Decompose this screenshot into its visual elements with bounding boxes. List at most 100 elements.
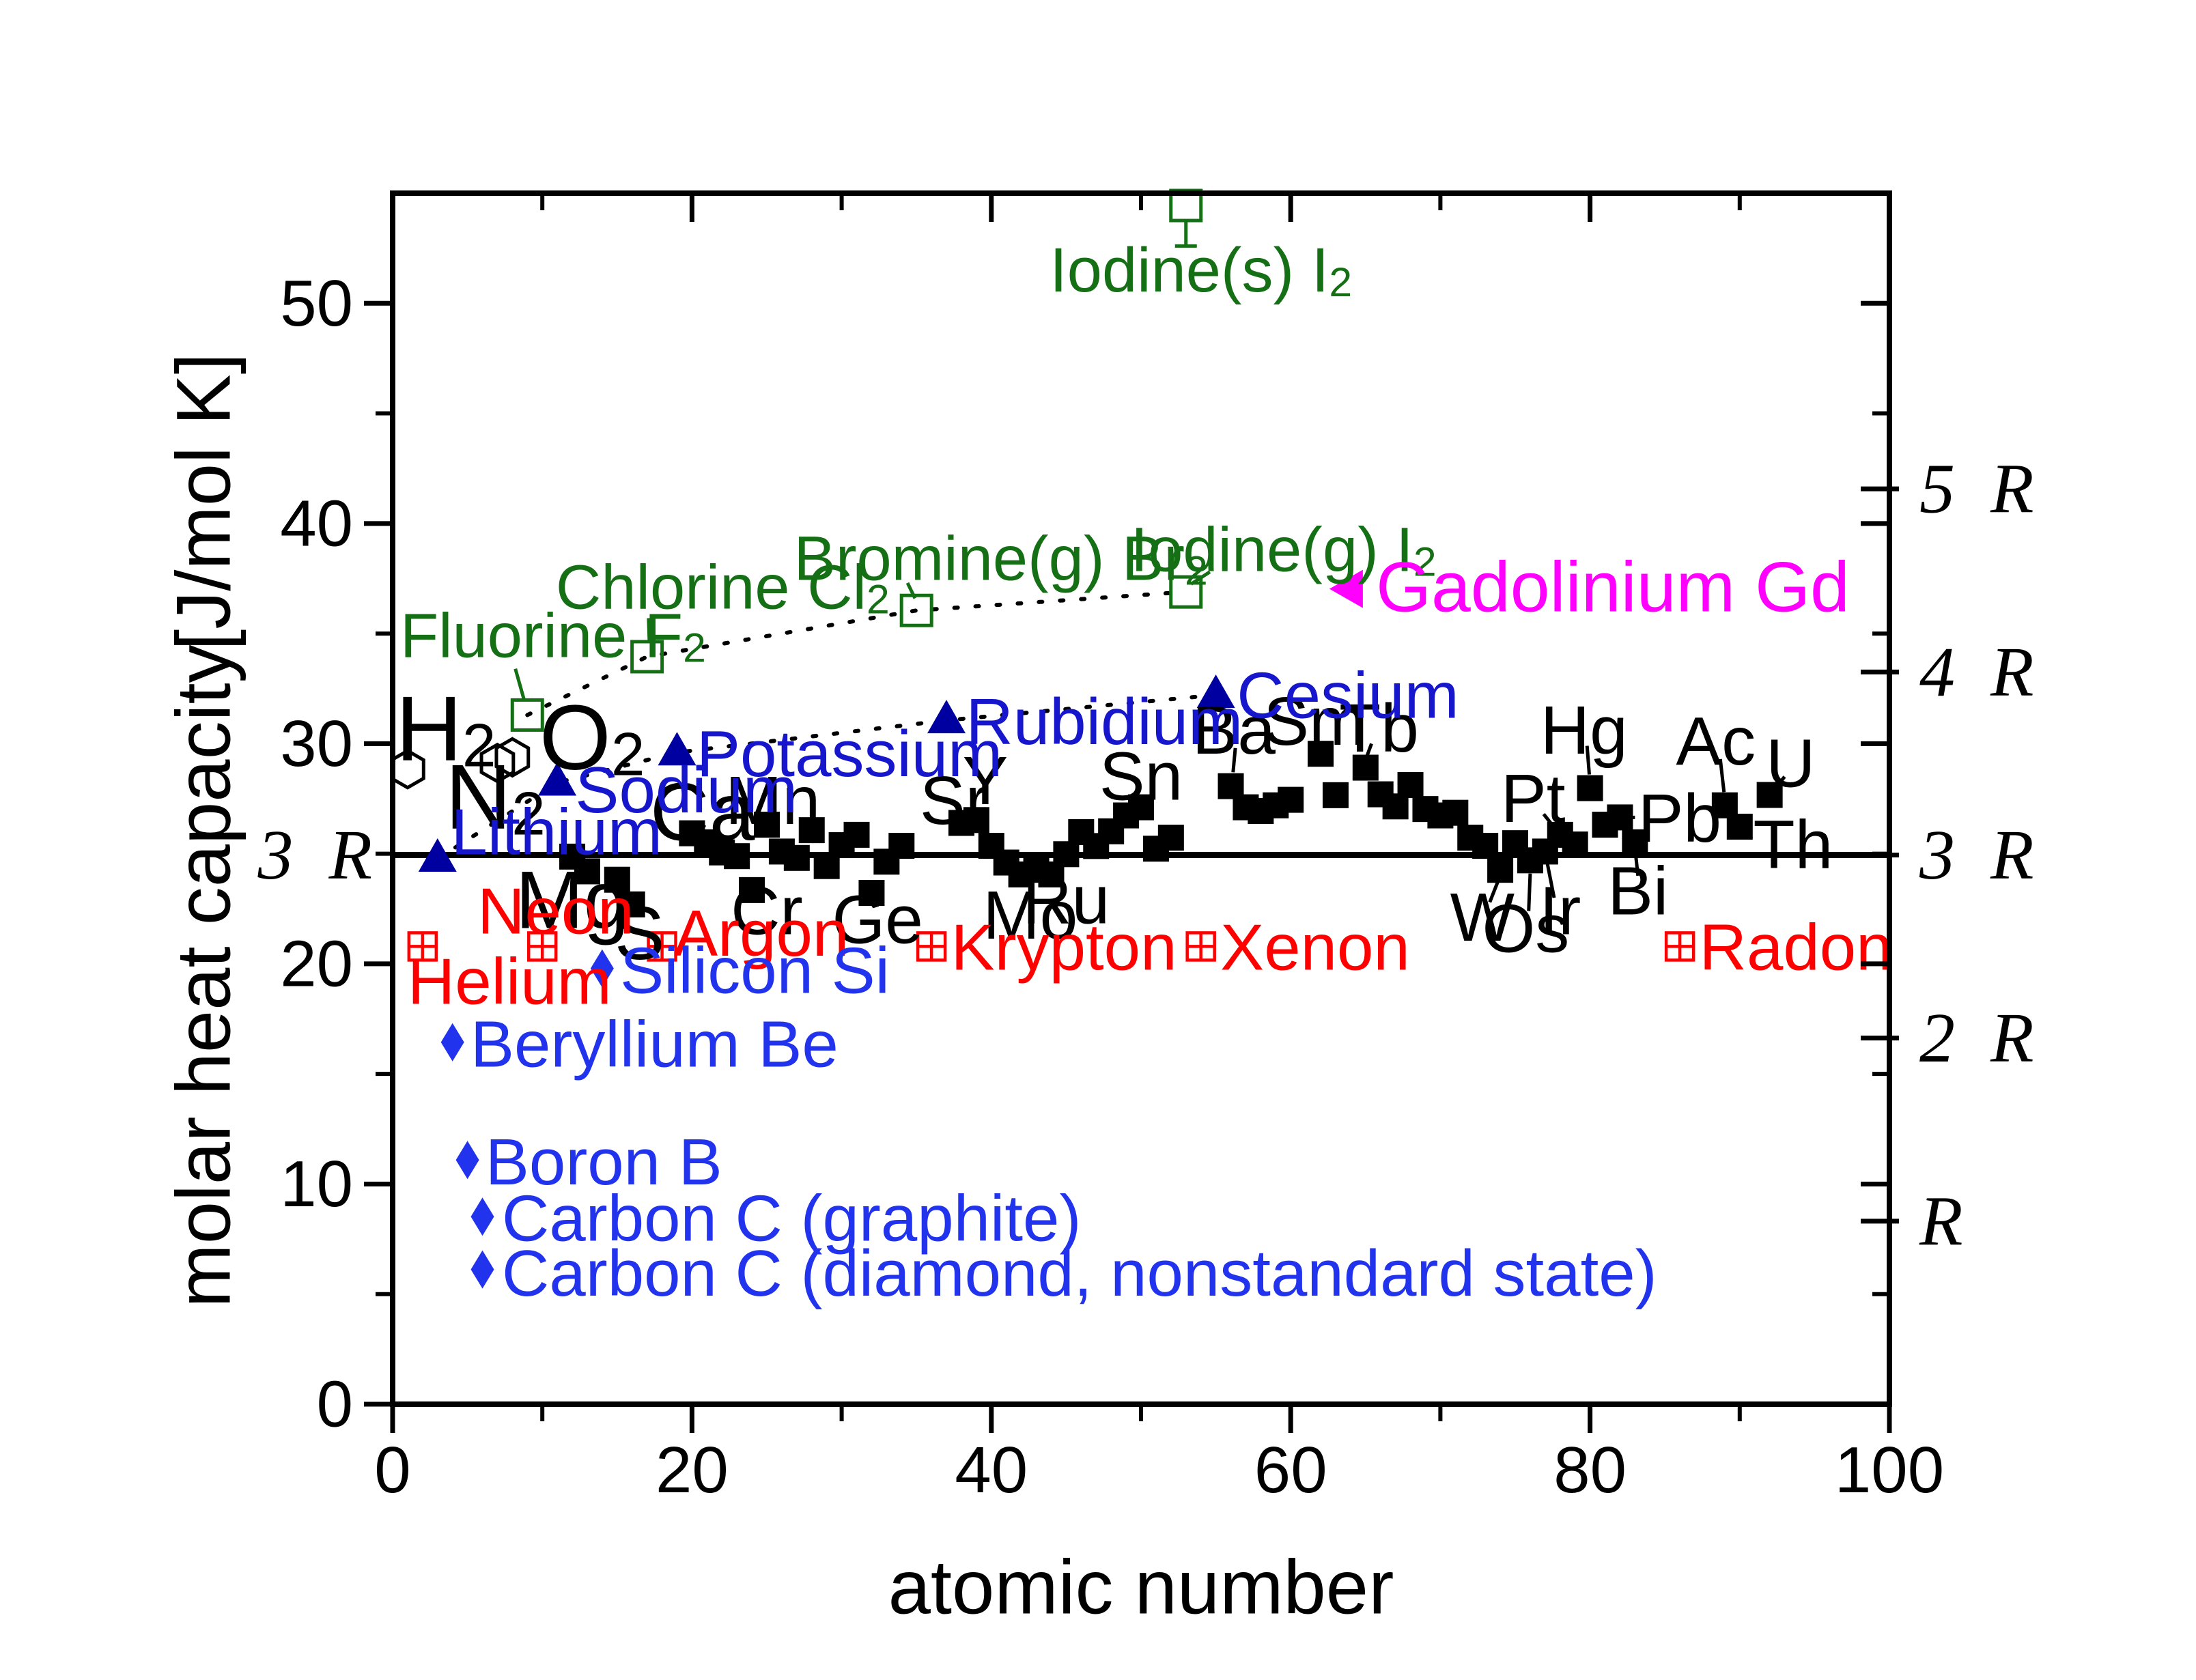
- marker-Tb: [1352, 754, 1379, 781]
- label-chlorine: Chlorine Cl2: [556, 552, 890, 622]
- x-tick-label-40: 40: [955, 1434, 1028, 1507]
- marker-Sn: [1128, 794, 1154, 821]
- marker-C-diamond: [470, 1250, 494, 1289]
- label-boron: Boron B: [485, 1126, 722, 1199]
- label-bromine: Bromine(g) Br2: [793, 524, 1207, 593]
- label-Ac: Ac: [1676, 703, 1756, 780]
- label-Tb: Tb: [1339, 690, 1419, 767]
- label-Pb: Pb: [1638, 780, 1721, 857]
- x-axis-title: atomic number: [888, 1545, 1394, 1630]
- marker-Ar: [647, 931, 677, 962]
- right-axis-label-4R: 4 R: [1919, 633, 2034, 711]
- label-Mn: Mn: [725, 763, 820, 839]
- label-argon: Argon: [674, 896, 849, 969]
- marker-Lu: [1442, 799, 1469, 826]
- marker-F2: [510, 698, 544, 732]
- label-S: S: [615, 891, 664, 975]
- label-xenon: Xenon: [1220, 911, 1410, 984]
- y-tick-label-40: 40: [280, 487, 353, 560]
- y-tick-label-0: 0: [317, 1368, 353, 1441]
- marker-Li: [418, 838, 457, 872]
- marker-U: [1756, 782, 1783, 808]
- label-helium: Helium: [408, 945, 612, 1018]
- marker-Si: [590, 949, 614, 988]
- marker-V: [724, 843, 750, 870]
- marker-C-graphite: [470, 1197, 494, 1236]
- marker-Rh: [1053, 841, 1080, 868]
- y-tick-label-50: 50: [280, 267, 353, 340]
- leader-line-Hg: [1585, 745, 1591, 775]
- label-U: U: [1766, 725, 1815, 801]
- label-krypton: Krypton: [951, 911, 1177, 984]
- label-Mo: Mo: [983, 877, 1078, 954]
- marker-Na: [538, 762, 577, 796]
- marker-Al: [574, 858, 600, 885]
- marker-Xe: [1185, 931, 1216, 962]
- leader-line-Os: [1527, 873, 1532, 911]
- label-potassium: Potassium: [696, 717, 1002, 790]
- marker-Se: [888, 833, 915, 859]
- label-iodine-g: Iodine(g) I2: [1131, 515, 1437, 585]
- y-axis-title: molar heat capacity: [161, 644, 247, 1307]
- marker-Rn: [1664, 931, 1695, 962]
- leader-line-Ba: [1231, 748, 1237, 773]
- right-axis-label-5R: 5 R: [1919, 450, 2034, 528]
- marker-Ga: [843, 821, 870, 848]
- y-axis-units: [J/mol K]: [161, 353, 247, 651]
- marker-Kr: [916, 931, 947, 962]
- label-Th: Th: [1754, 807, 1833, 883]
- marker-Nd: [1278, 786, 1304, 813]
- label-carbon-graphite: Carbon C (graphite): [502, 1182, 1081, 1255]
- marker-Rb: [927, 700, 966, 734]
- marker-S: [619, 891, 645, 917]
- label-W: W: [1450, 879, 1515, 956]
- x-tick-label-0: 0: [374, 1434, 410, 1507]
- leader-line-Ac: [1718, 758, 1726, 793]
- leader-line-fluorine: [513, 668, 526, 702]
- marker-Sm: [1308, 741, 1334, 767]
- marker-Hg: [1577, 775, 1603, 801]
- label-rubidium: Rubidium: [966, 685, 1243, 758]
- right-axis-label-2R: 2 R: [1919, 999, 2034, 1077]
- label-fluorine: Fluorine F2: [400, 601, 706, 670]
- leader-line-Ir: [1545, 863, 1556, 898]
- right-axis-label-R: R: [1919, 1182, 1963, 1260]
- x-tick-label-20: 20: [656, 1434, 729, 1507]
- x-tick-label-60: 60: [1254, 1434, 1327, 1507]
- label-gadolinium: Gadolinium Gd: [1376, 547, 1850, 627]
- label-silicon: Silicon Si: [620, 934, 890, 1007]
- marker-Ni: [798, 817, 825, 844]
- x-tick-label-100: 100: [1835, 1434, 1944, 1507]
- marker-Ne: [526, 931, 558, 962]
- marker-Ge: [858, 880, 885, 907]
- label-neon: Neon: [477, 874, 634, 948]
- marker-N2: [479, 742, 516, 784]
- label-iodine-s: Iodine(s) I2: [1050, 236, 1352, 305]
- marker-W: [1487, 857, 1514, 883]
- y-tick-label-30: 30: [280, 707, 353, 780]
- label-Ge: Ge: [832, 881, 923, 958]
- label-Os: Os: [1482, 890, 1569, 967]
- marker-Au: [1562, 831, 1588, 858]
- label-sodium: Sodium: [575, 754, 798, 827]
- marker-Pb: [1607, 804, 1633, 831]
- y-tick-label-10: 10: [280, 1148, 353, 1221]
- marker-Br2: [899, 593, 933, 627]
- marker-He: [407, 931, 438, 962]
- label-N2: N2: [445, 745, 546, 848]
- left-three-R-label: 3 R: [257, 816, 372, 894]
- label-radon: Radon: [1700, 911, 1893, 984]
- marker-Te: [1157, 825, 1184, 851]
- y-tick-label-20: 20: [280, 927, 353, 1000]
- label-O2: O2: [539, 685, 645, 788]
- leader-line-Bi: [1633, 854, 1640, 877]
- marker-P: [604, 866, 630, 893]
- label-Mg: Mg: [516, 854, 630, 945]
- label-Sr: Sr: [920, 763, 988, 839]
- marker-Cr: [739, 877, 765, 903]
- marker-B: [455, 1141, 479, 1180]
- label-Ca: Ca: [650, 766, 755, 857]
